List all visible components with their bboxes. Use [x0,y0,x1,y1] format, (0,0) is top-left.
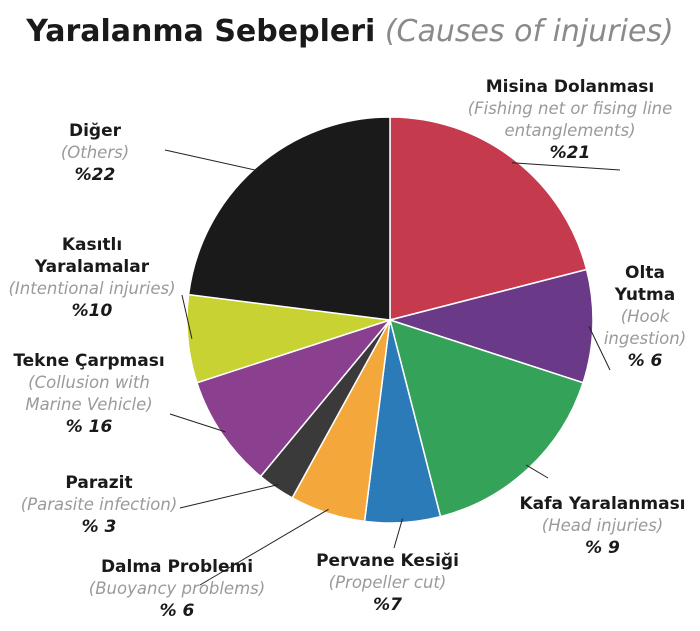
label-fishing-net: Misina Dolanması (Fishing net or fising … [467,77,673,163]
pie-slices [186,116,594,524]
slice-hook-ingestion [387,268,594,384]
leader-line [169,413,226,433]
label-marine-vehicle: Tekne Çarpması (Collusion with Marine Ve… [13,351,165,437]
leader-line [199,508,329,586]
label-buoyancy-problems: Dalma Problemi (Buoyancy problems) % 6 [88,557,266,621]
chart-title: Yaralanma Sebepleri (Causes of injuries) [0,14,700,49]
title-turkish: Yaralanma Sebepleri [26,14,376,49]
leader-line [181,294,193,339]
leader-line [525,464,549,479]
label-propeller-cut: Pervane Kesiği (Propeller cut) %7 [316,551,459,615]
slice-head-injuries [388,318,585,518]
slice-fishing-net [389,116,588,321]
slice-marine-vehicle [195,318,393,478]
leader-line [393,518,403,549]
label-hook-ingestion: Olta Yutma (Hook ingestion) % 6 [603,263,687,371]
label-head-injuries: Kafa Yaralanması (Head injuries) % 9 [519,494,686,558]
leader-line [511,162,621,171]
leader-line [588,326,611,371]
label-parasite: Parazit (Parasite infection) % 3 [20,473,178,537]
label-others: Diğer (Others) %22 [60,121,130,185]
slice-others [187,116,391,321]
leader-line [179,484,279,509]
leader-line [164,149,259,172]
title-english: (Causes of injuries) [384,14,674,49]
leader-lines [164,149,621,586]
label-intentional-injuries: Kasıtlı Yaralamalar (Intentional injurie… [8,235,176,321]
